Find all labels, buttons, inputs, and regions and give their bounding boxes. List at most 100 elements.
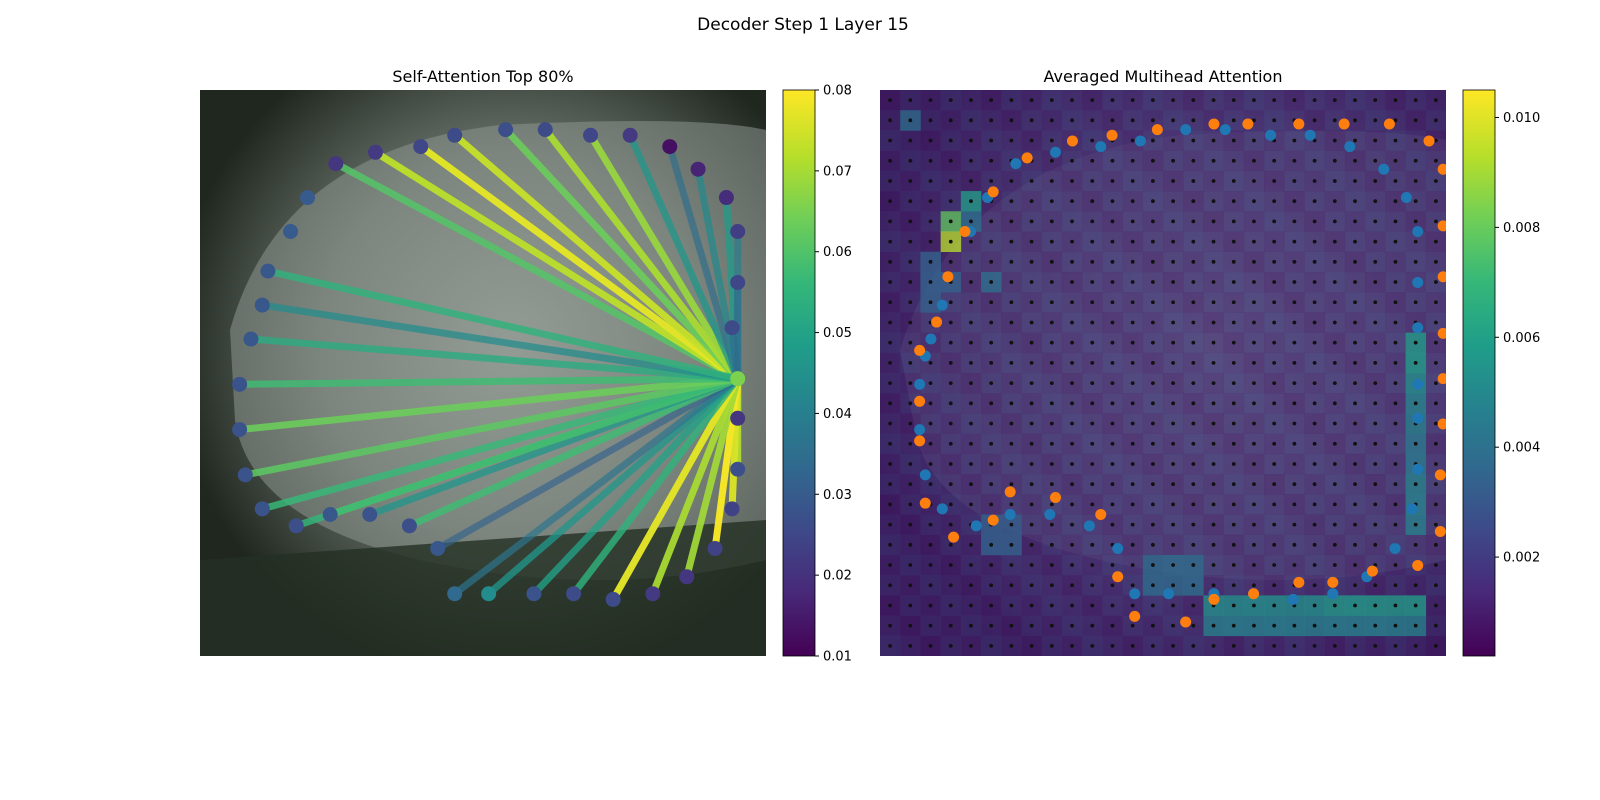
grid-point: [1191, 239, 1196, 244]
grid-point: [1312, 421, 1317, 426]
attention-point: [605, 591, 621, 607]
attention-point: [260, 263, 276, 279]
ground-truth-point: [1434, 525, 1446, 537]
grid-point: [1332, 340, 1337, 345]
grid-point: [1090, 280, 1095, 284]
grid-point: [1252, 138, 1256, 143]
grid-point: [1009, 259, 1014, 264]
grid-point: [1413, 158, 1418, 163]
grid-point: [888, 118, 893, 123]
grid-point: [969, 280, 973, 284]
grid-point: [1433, 583, 1438, 588]
grid-point: [1110, 300, 1115, 305]
grid-point: [1049, 462, 1054, 466]
colorbar-tick-label: 0.010: [1503, 111, 1540, 126]
grid-point: [1272, 98, 1277, 103]
grid-point: [1090, 158, 1095, 163]
grid-point: [1029, 179, 1034, 183]
grid-point: [908, 118, 913, 123]
grid-point: [1332, 98, 1337, 103]
grid-point: [1312, 320, 1317, 325]
grid-point: [1110, 401, 1115, 406]
grid-point: [969, 542, 973, 547]
grid-point: [1312, 462, 1317, 466]
attention-point: [237, 467, 253, 483]
ground-truth-point: [1208, 593, 1220, 605]
grid-point: [888, 522, 893, 527]
grid-point: [1292, 441, 1297, 446]
grid-point: [1049, 401, 1054, 406]
grid-point: [1150, 421, 1155, 426]
grid-point: [928, 603, 933, 608]
grid-point: [1070, 401, 1074, 406]
grid-point: [908, 401, 913, 406]
ground-truth-point: [919, 497, 931, 509]
grid-point: [1029, 401, 1034, 406]
grid-point: [1353, 340, 1357, 345]
grid-point: [1191, 502, 1196, 507]
grid-point: [989, 583, 994, 588]
grid-point: [1070, 158, 1074, 163]
grid-point: [1029, 280, 1034, 284]
grid-point: [1211, 401, 1216, 406]
grid-point: [1090, 340, 1095, 345]
grid-point: [1231, 381, 1236, 386]
grid-point: [1171, 239, 1176, 244]
grid-point: [1130, 239, 1135, 244]
grid-point: [1312, 239, 1317, 244]
grid-point: [1272, 482, 1277, 487]
attention-line: [531, 376, 741, 597]
grid-point: [888, 623, 893, 628]
grid-point: [908, 199, 913, 204]
grid-point: [1252, 118, 1256, 123]
grid-point: [928, 421, 933, 426]
grid-point: [969, 340, 973, 345]
grid-point: [1292, 462, 1297, 466]
grid-point: [1231, 441, 1236, 446]
grid-point: [989, 320, 994, 325]
grid-point: [1171, 118, 1176, 123]
grid-point: [1312, 199, 1317, 204]
grid-point: [1211, 138, 1216, 143]
grid-point: [1029, 199, 1034, 204]
grid-point: [1049, 603, 1054, 608]
grid-point: [1332, 118, 1337, 123]
predicted-point: [1129, 588, 1141, 600]
grid-point: [989, 179, 994, 183]
grid-point: [1353, 441, 1357, 446]
grid-point: [1292, 542, 1297, 547]
grid-point: [1070, 502, 1074, 507]
grid-point: [1171, 583, 1176, 588]
grid-point: [1049, 300, 1054, 305]
ground-truth-point: [1327, 576, 1339, 588]
grid-point: [908, 603, 913, 608]
grid-point: [1090, 603, 1095, 608]
predicted-point: [1004, 509, 1016, 520]
grid-point: [1211, 462, 1216, 466]
grid-point: [1009, 138, 1014, 143]
grid-point: [1191, 381, 1196, 386]
grid-point: [928, 623, 933, 628]
grid-point: [1252, 643, 1256, 648]
grid-point: [1029, 360, 1034, 365]
grid-point: [989, 603, 994, 608]
grid-point: [989, 401, 994, 406]
grid-point: [1393, 563, 1398, 567]
predicted-point: [1378, 163, 1390, 175]
grid-point: [1373, 381, 1378, 386]
grid-point: [1353, 118, 1357, 123]
grid-point: [1070, 482, 1074, 487]
colorbar-tick-label: 0.04: [823, 407, 852, 422]
grid-point: [1110, 360, 1115, 365]
grid-point: [1332, 542, 1337, 547]
grid-point: [1211, 340, 1216, 345]
grid-point: [1110, 502, 1115, 507]
grid-point: [1231, 482, 1236, 487]
predicted-point: [1412, 276, 1424, 288]
grid-point: [1191, 421, 1196, 426]
grid-point: [1292, 300, 1297, 305]
grid-point: [1231, 239, 1236, 244]
grid-point: [1433, 360, 1438, 365]
grid-point: [1272, 360, 1277, 365]
ground-truth-point: [1434, 469, 1446, 481]
